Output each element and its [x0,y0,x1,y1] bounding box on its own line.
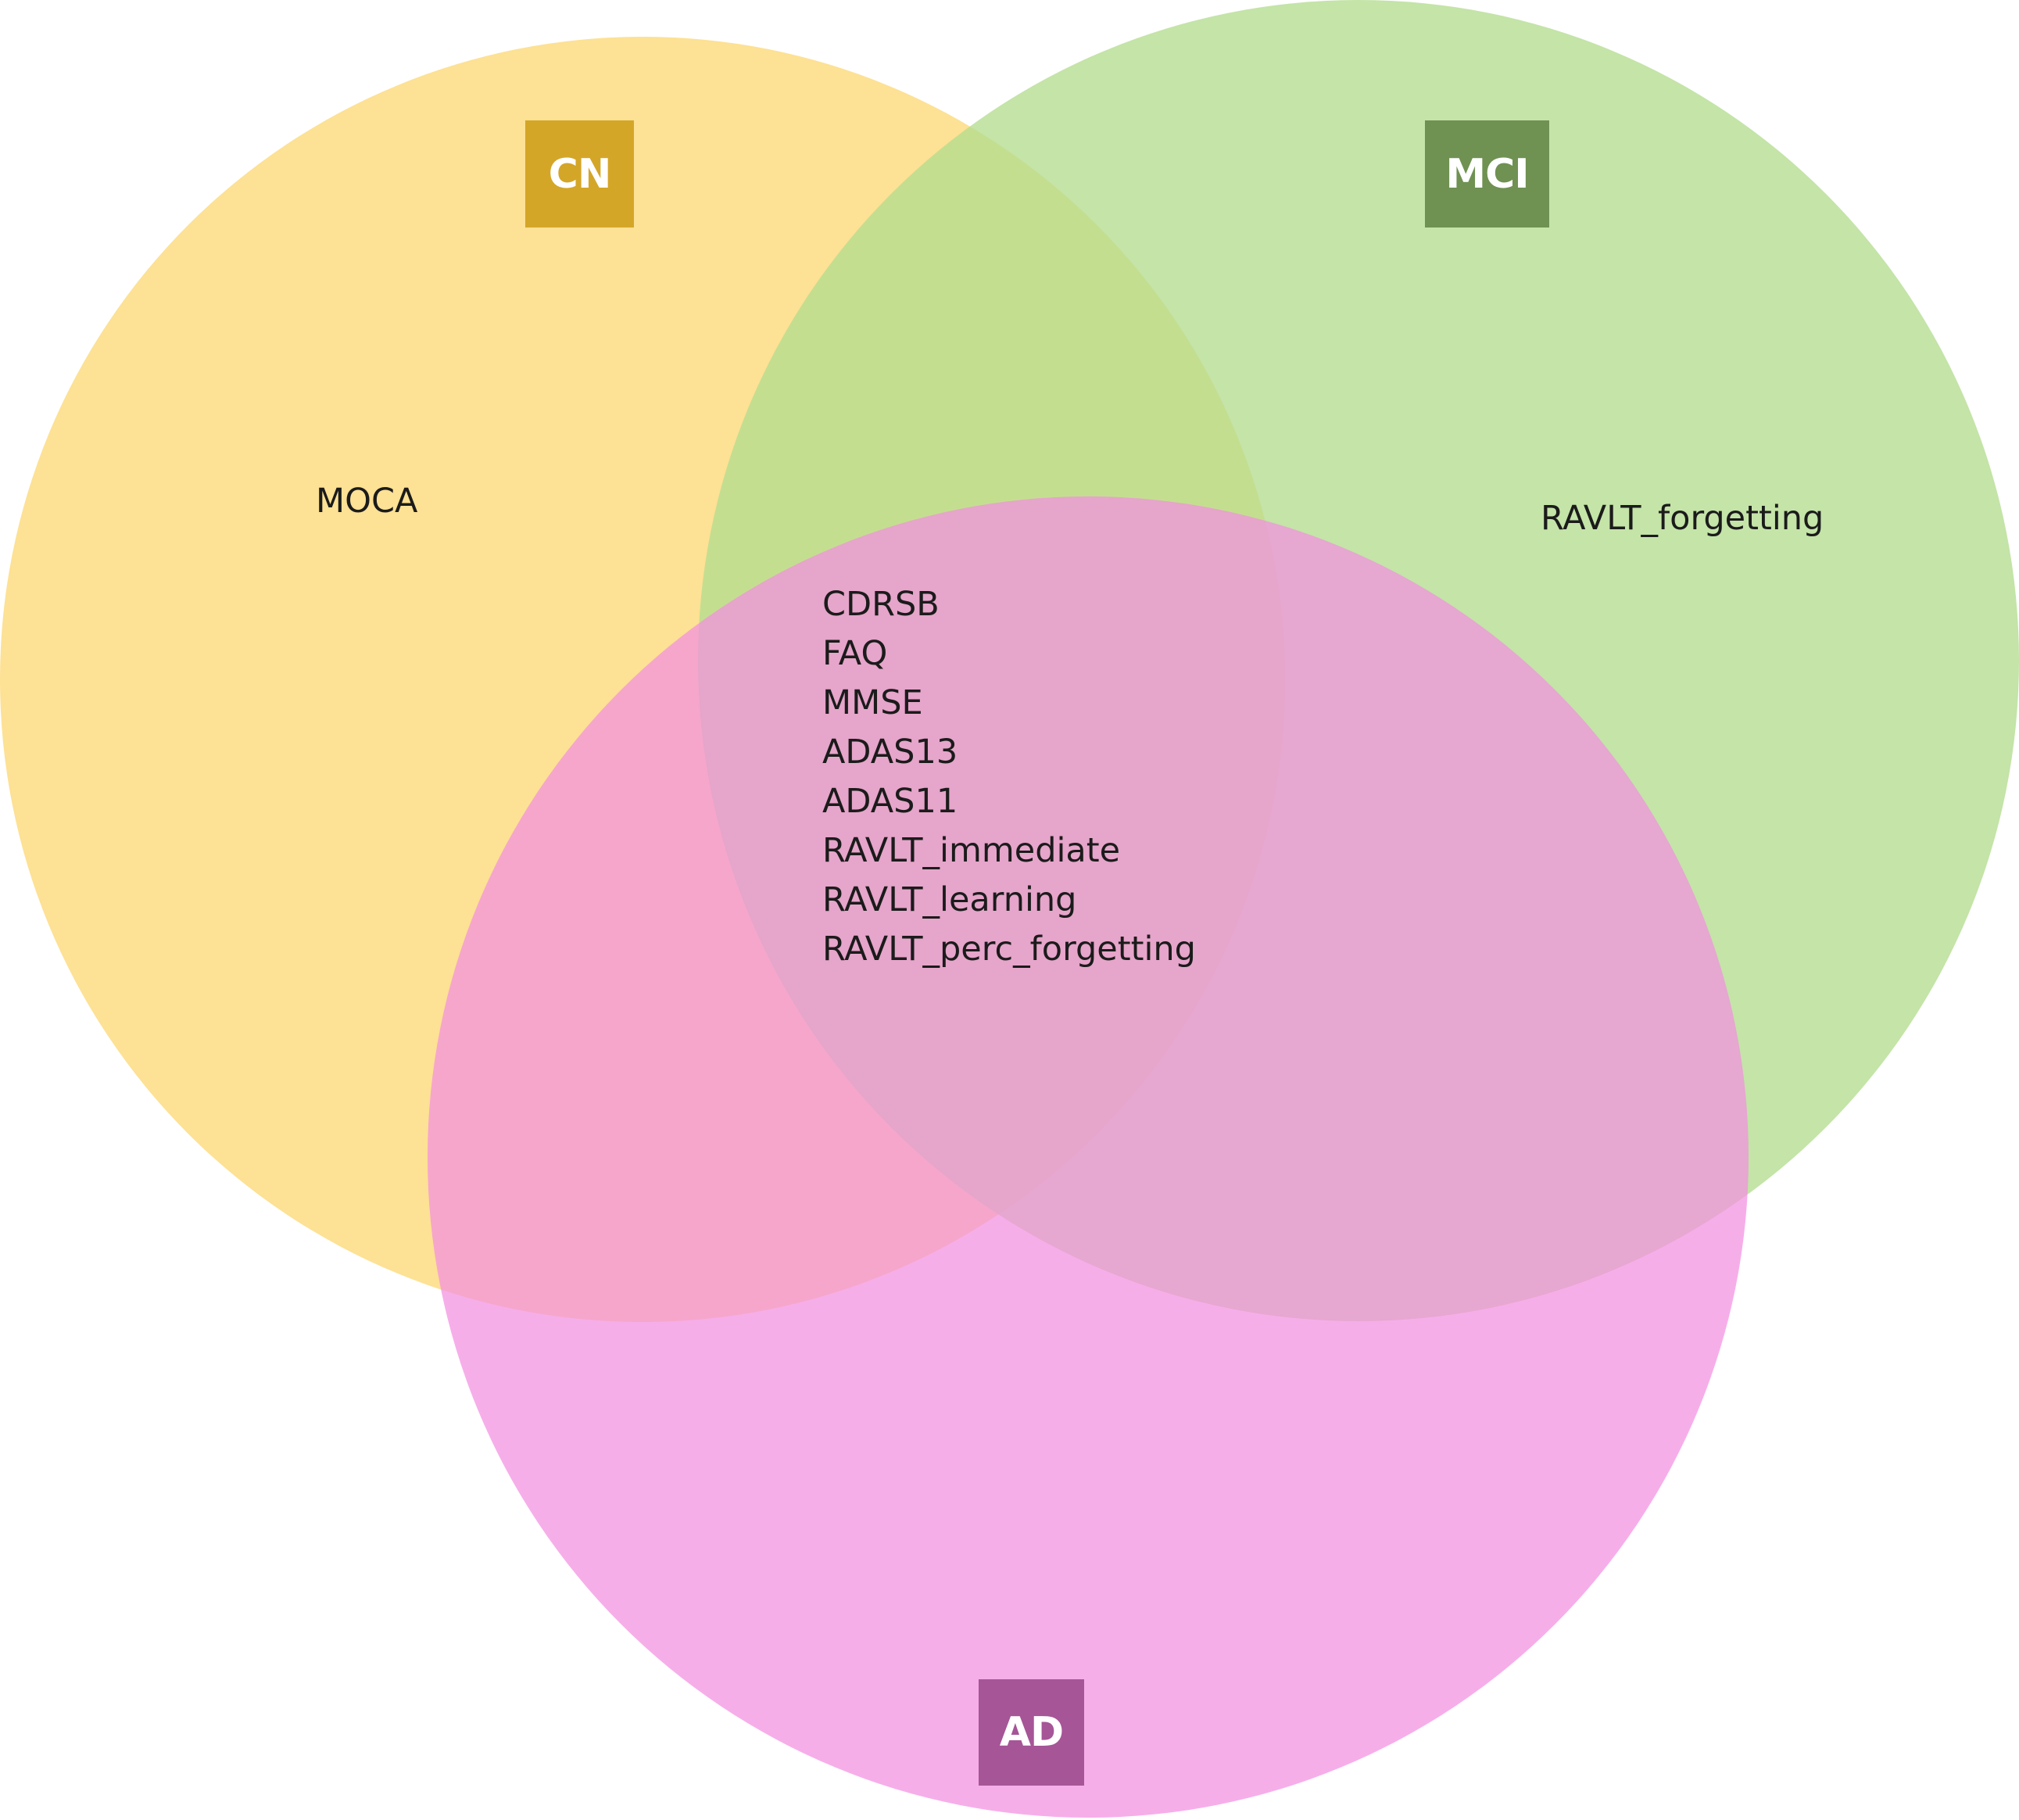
ad-label: AD [979,1679,1084,1786]
region-item: ADAS11 [822,782,958,821]
mci-label: MCI [1425,120,1549,228]
region-item: MOCA [316,482,418,521]
cn-label: CN [525,120,634,228]
region-item: RAVLT_immediate [822,831,1121,870]
ad-circle [428,496,1749,1818]
region-item: CDRSB [822,585,940,624]
cn-only-region: MOCA [316,477,417,526]
region-item: RAVLT_learning [822,880,1077,919]
region-item: ADAS13 [822,733,958,772]
region-item: RAVLT_forgetting [1541,499,1824,538]
region-item: RAVLT_perc_forgetting [822,930,1196,969]
mci-only-region: RAVLT_forgetting [1541,494,1824,543]
all-three-intersection: CDRSB FAQ MMSE ADAS13 ADAS11 RAVLT_immed… [822,580,1196,974]
region-item: MMSE [822,683,923,722]
region-item: FAQ [822,634,888,673]
